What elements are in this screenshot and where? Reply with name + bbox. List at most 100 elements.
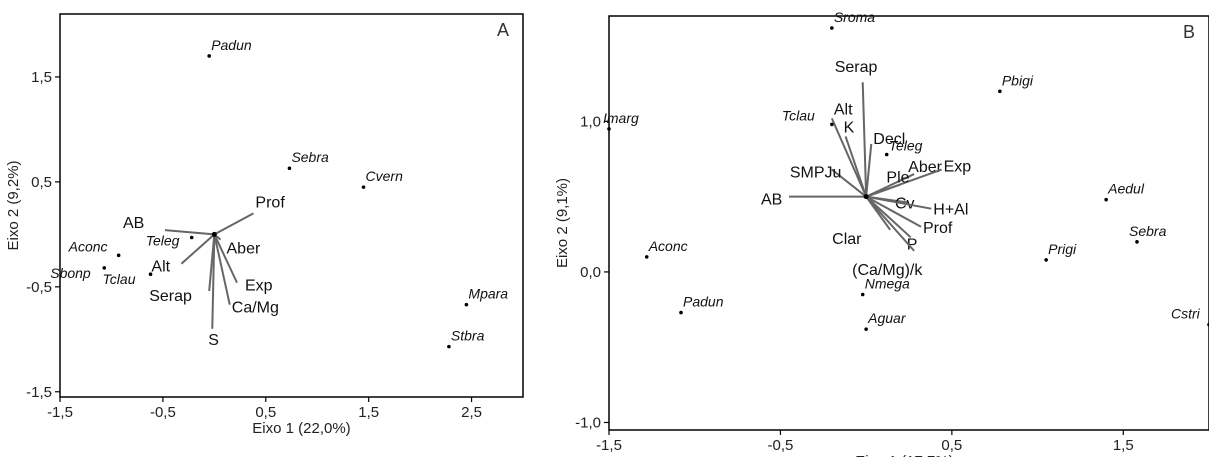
x-tick-label: -0,5 xyxy=(767,437,793,454)
vector-prof xyxy=(213,212,254,236)
point-label: Tclau xyxy=(103,271,136,287)
x-axis-title: Eixo 1 (22,0%) xyxy=(252,420,350,437)
x-tick-label: -1,5 xyxy=(47,404,73,421)
point-label: Aconc xyxy=(68,238,108,254)
vector-label: Decl xyxy=(873,131,905,148)
point-stbra xyxy=(447,344,451,349)
point-imarg xyxy=(607,127,611,131)
point-padun xyxy=(679,310,683,315)
point-label: Aconc xyxy=(648,238,688,254)
vector-label: Clar xyxy=(832,231,862,248)
point-padun xyxy=(207,54,211,58)
x-tick-label: 1,5 xyxy=(1113,437,1134,454)
vector-label: S xyxy=(208,332,219,349)
point-cvern xyxy=(361,185,366,189)
vector-p xyxy=(865,195,912,239)
vector-label: Alt xyxy=(151,259,170,276)
x-axis-title: Eixo 1 (17,7%) xyxy=(855,453,953,457)
point-sroma xyxy=(830,26,834,30)
point-aguar xyxy=(864,327,868,331)
vector-label: Serap xyxy=(149,288,192,305)
y-tick-label: 0,0 xyxy=(580,264,601,281)
point-label: Aguar xyxy=(867,310,907,326)
vector-label: Serap xyxy=(835,59,878,76)
vector-label: Ple xyxy=(886,170,909,187)
point-label: Cvern xyxy=(366,168,404,184)
point-sebra xyxy=(1135,240,1139,244)
x-tick-label: -1,5 xyxy=(596,437,622,454)
point-teleg xyxy=(884,152,889,157)
point-label: Padun xyxy=(683,294,724,310)
point-pbigi xyxy=(998,89,1002,94)
y-tick-label: 0,5 xyxy=(31,174,52,191)
vector-label: P xyxy=(907,236,918,253)
point-tclau xyxy=(830,122,834,127)
vector-label: Alt xyxy=(834,101,853,118)
vector-alt xyxy=(180,233,215,265)
point-label: Sbonp xyxy=(50,265,91,281)
point-label: Sebra xyxy=(1129,223,1167,239)
vector-label: Aber xyxy=(908,159,942,176)
point-label: Mpara xyxy=(468,286,508,302)
vector-label: Exp xyxy=(944,159,972,176)
panel-a: A -1,5 -0,5 0,5 1,5 2,5 -1,5 -0,5 0,5 1,5 Eixo 1 (… xyxy=(5,13,524,437)
vector-s xyxy=(211,234,216,329)
plot-frame xyxy=(608,15,1209,431)
point-aconc xyxy=(116,253,121,258)
point-label: Padun xyxy=(211,37,252,53)
point-label: Sebra xyxy=(291,149,329,165)
point-label: Cstri xyxy=(1171,306,1201,322)
vector-smpju xyxy=(831,168,867,198)
x-tick-label: 2,5 xyxy=(461,404,482,421)
point-label: Imarg xyxy=(603,110,639,126)
vector-label: Ca/Mg xyxy=(232,300,279,317)
vector-ca-mg xyxy=(213,234,231,305)
panel-label: A xyxy=(497,20,509,40)
vector-ab xyxy=(164,229,215,236)
vector-alt xyxy=(830,117,868,198)
vector-label: (Ca/Mg)/k xyxy=(852,262,923,279)
vector-h-al xyxy=(865,195,932,210)
vector-serap xyxy=(861,82,868,197)
vector-label: Prof xyxy=(923,220,953,237)
vector-label: SMPJu xyxy=(790,165,842,182)
x-tick-label: 0,5 xyxy=(941,437,962,454)
point-label: Nmega xyxy=(865,276,910,292)
vector-label: K xyxy=(844,119,855,136)
point-label: Pbigi xyxy=(1002,72,1034,88)
vector-label: AB xyxy=(123,215,144,232)
vector-label: Aber xyxy=(227,241,261,258)
point-mpara xyxy=(464,302,469,307)
point-aedul xyxy=(1104,197,1108,202)
point-label: Aedul xyxy=(1107,181,1145,197)
plot-frame xyxy=(59,13,524,398)
point-teleg xyxy=(189,235,194,240)
point-label: Teleg xyxy=(146,233,180,249)
vector-label: H+Al xyxy=(933,202,968,219)
vector--ca-mg-k xyxy=(865,195,915,252)
point-nmega xyxy=(860,292,865,297)
point-aconc xyxy=(644,255,649,259)
point-label: Prigi xyxy=(1048,241,1077,257)
vector-label: AB xyxy=(761,192,782,209)
panel-b: B -1,5 -0,5 0,5 1,5 -1,0 0,0 1,0 Eixo 1 (17,7%) E… xyxy=(554,9,1209,457)
point-prigi xyxy=(1044,258,1048,262)
vector-prof xyxy=(865,195,922,228)
point-sebra xyxy=(287,166,292,171)
y-tick-label: -1,5 xyxy=(26,384,52,401)
y-tick-label: 1,5 xyxy=(31,69,52,86)
vector-decl xyxy=(865,143,873,197)
vector-ple xyxy=(865,183,901,198)
vector-label: Prof xyxy=(255,194,285,211)
point-label: Stbra xyxy=(451,328,485,344)
x-tick-label: -0,5 xyxy=(150,404,176,421)
vector-label: Exp xyxy=(245,278,273,295)
y-tick-label: 1,0 xyxy=(580,113,601,130)
x-tick-label: 1,5 xyxy=(358,404,379,421)
x-tick-label: 0,5 xyxy=(255,404,276,421)
y-axis-title: Eixo 2 (9,1%) xyxy=(554,178,571,268)
point-label: Tclau xyxy=(782,107,815,123)
vector-exp xyxy=(213,233,238,284)
origin-point xyxy=(863,194,869,200)
